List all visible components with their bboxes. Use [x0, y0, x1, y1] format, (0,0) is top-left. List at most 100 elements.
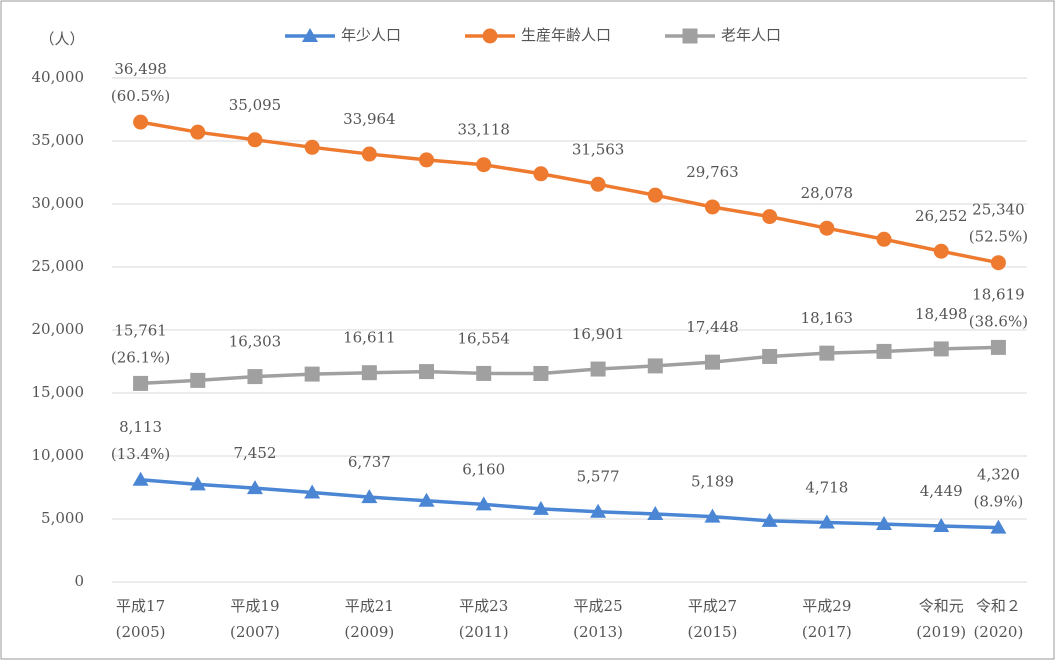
point — [533, 166, 549, 182]
data-label: 18,619 — [972, 285, 1025, 303]
x-tick-label: (2011) — [459, 623, 509, 641]
data-label: 29,763 — [686, 163, 739, 181]
point — [647, 358, 663, 374]
point — [132, 471, 149, 486]
data-label: 16,611 — [343, 329, 396, 347]
share-label: (13.4%) — [111, 445, 170, 463]
point — [590, 176, 606, 192]
point — [361, 146, 377, 162]
point — [704, 354, 720, 370]
point — [819, 220, 835, 236]
point — [933, 243, 949, 259]
y-tick-label: 40,000 — [32, 68, 85, 86]
point — [419, 364, 435, 380]
point — [304, 366, 320, 382]
data-label: 26,252 — [915, 207, 968, 225]
point — [876, 231, 892, 247]
point — [704, 508, 721, 523]
point — [361, 365, 377, 381]
line — [140, 345, 999, 386]
share-label: (8.9%) — [974, 493, 1024, 511]
point — [990, 519, 1007, 534]
data-label: 5,189 — [691, 473, 734, 491]
data-label: 7,452 — [233, 444, 276, 462]
legend-label: 老年人口 — [721, 26, 781, 44]
point — [990, 255, 1006, 271]
point — [819, 345, 835, 361]
share-label: (26.1%) — [111, 348, 170, 366]
data-label: 6,737 — [348, 453, 391, 471]
x-tick-label: (2017) — [802, 623, 852, 641]
point — [302, 28, 318, 42]
point — [246, 480, 263, 495]
data-label: 17,448 — [686, 318, 739, 336]
x-tick-label: 平成27 — [688, 597, 737, 615]
x-tick-label: (2007) — [230, 623, 280, 641]
point — [990, 339, 1006, 355]
data-label: 16,901 — [572, 325, 625, 343]
x-tick-label: (2013) — [573, 623, 623, 641]
point — [590, 361, 606, 377]
line — [140, 478, 999, 530]
point — [647, 505, 664, 520]
y-tick-label: 0 — [74, 572, 84, 590]
legend-label: 年少人口 — [341, 26, 401, 44]
data-label: 25,340 — [972, 201, 1025, 219]
data-label: 8,113 — [119, 418, 162, 436]
x-tick-label: 平成23 — [459, 597, 508, 615]
point — [190, 372, 206, 388]
point — [761, 512, 778, 527]
point — [190, 124, 206, 140]
point — [704, 199, 720, 215]
x-tick-label: (2020) — [973, 623, 1023, 641]
point — [247, 132, 263, 148]
point — [304, 484, 321, 499]
share-label: (60.5%) — [111, 87, 170, 105]
point — [475, 496, 492, 511]
data-label: 16,554 — [457, 329, 510, 347]
point — [304, 139, 320, 155]
y-tick-label: 25,000 — [32, 257, 85, 275]
point — [647, 187, 663, 203]
y-unit-label: （人） — [39, 30, 84, 48]
data-label: 33,118 — [457, 121, 510, 139]
data-label: 33,964 — [343, 110, 396, 128]
x-tick-label: (2005) — [116, 623, 166, 641]
x-tick-label: 平成25 — [574, 597, 623, 615]
point — [419, 152, 435, 168]
data-label: 4,320 — [977, 466, 1020, 484]
data-label: 5,577 — [577, 468, 620, 486]
legend-label: 生産年齢人口 — [521, 26, 611, 44]
y-tick-label: 35,000 — [32, 131, 85, 149]
data-label: 15,761 — [114, 321, 167, 339]
point — [762, 348, 778, 364]
y-tick-label: 10,000 — [32, 446, 85, 464]
point — [532, 500, 549, 515]
point — [876, 516, 893, 531]
point — [933, 517, 950, 532]
point — [590, 503, 607, 518]
point — [476, 365, 492, 381]
point — [133, 114, 149, 130]
x-tick-label: 平成29 — [802, 597, 851, 615]
data-label: 16,303 — [229, 333, 282, 351]
y-tick-label: 30,000 — [32, 194, 85, 212]
data-label: 31,563 — [572, 140, 625, 158]
point — [533, 365, 549, 381]
point — [762, 209, 778, 225]
y-tick-label: 5,000 — [41, 509, 84, 527]
data-label: 4,449 — [920, 482, 963, 500]
x-tick-label: 平成21 — [345, 597, 394, 615]
x-tick-label: 令和２ — [976, 597, 1021, 615]
x-tick-label: (2019) — [916, 623, 966, 641]
data-label: 6,160 — [462, 460, 505, 478]
point — [818, 514, 835, 529]
data-label: 4,718 — [805, 479, 848, 497]
point — [876, 343, 892, 359]
point — [247, 369, 263, 385]
data-label: 36,498 — [114, 60, 167, 78]
x-tick-label: (2009) — [344, 623, 394, 641]
data-label: 28,078 — [801, 184, 854, 202]
point — [189, 476, 206, 491]
